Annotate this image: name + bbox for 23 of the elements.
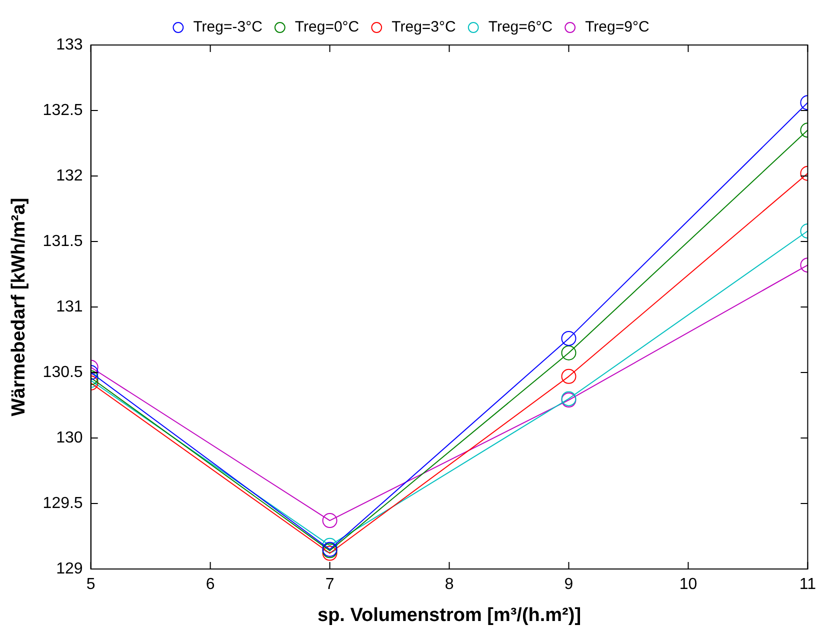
legend-label: Treg=-3°C	[193, 18, 263, 36]
y-axis-title: Wärmebedarf [kWh/m²a]	[8, 198, 30, 416]
x-tick-label: 11	[799, 576, 816, 594]
legend-label: Treg=9°C	[585, 18, 650, 36]
y-tick-label: 131	[56, 298, 83, 316]
y-tick-label: 132	[56, 167, 83, 184]
y-tick-label: 132.5	[42, 102, 83, 119]
x-tick-label: 8	[444, 576, 454, 594]
y-tick-label: 131.5	[42, 232, 83, 250]
x-tick-label: 6	[206, 576, 215, 594]
legend-label: Treg=0°C	[294, 18, 360, 36]
x-tick-label: 7	[325, 576, 334, 594]
y-tick-label: 130.5	[42, 364, 83, 381]
x-tick-label: 10	[679, 576, 698, 594]
y-tick-label: 129.5	[42, 494, 83, 512]
y-tick-label: 130	[56, 429, 83, 446]
y-tick-label: 129	[56, 560, 83, 578]
legend-label: Treg=6°C	[488, 18, 553, 36]
y-tick-label: 133	[56, 36, 83, 54]
x-tick-label: 9	[564, 576, 574, 594]
x-tick-label: 5	[86, 576, 96, 594]
x-axis-title: sp. Volumenstrom [m³/(h.m²)]	[317, 604, 582, 626]
legend-label: Treg=3°C	[392, 18, 456, 36]
